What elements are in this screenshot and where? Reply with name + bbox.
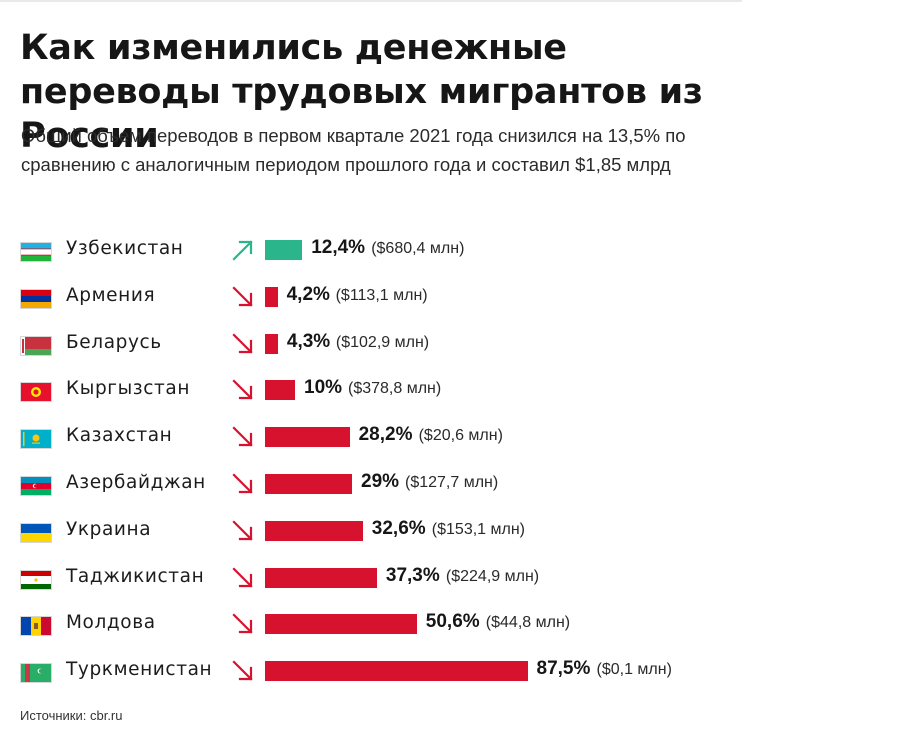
change-label: 4,2%: [286, 283, 330, 305]
amount-label: ($153,1 млн): [431, 520, 526, 538]
amount-label: ($224,9 млн): [445, 567, 540, 585]
bar: [265, 427, 350, 448]
bar: [265, 240, 303, 260]
country-label: Таджикистан: [66, 565, 205, 587]
chart-row: Кыргызстан 10% ($378,8 млн): [0, 366, 923, 412]
amount-label: ($44,8 млн): [485, 614, 571, 632]
arrow-down-right-icon: [230, 424, 256, 450]
chart-row: Азербайджан 29% ($127,7 млн): [0, 460, 923, 506]
belarus-flag-icon: [20, 335, 52, 356]
ukraine-flag-icon: [20, 522, 52, 543]
country-label: Азербайджан: [66, 472, 206, 493]
chart-row: Молдова 50,6% ($44,8 млн): [0, 600, 923, 646]
bar: [265, 380, 295, 401]
bar: [265, 520, 363, 541]
azerbaijan-flag-icon: [20, 476, 52, 496]
country-label: Украина: [66, 518, 152, 540]
moldova-flag-icon: [20, 616, 52, 637]
bar: [265, 661, 528, 682]
bar-chart: Узбекистан 12,4% ($680,4 млн) Армения 4,2% ($…: [0, 226, 923, 706]
change-label: 50,6%: [425, 611, 480, 633]
arrow-up-right-icon: [230, 237, 256, 263]
bar: [265, 614, 417, 635]
chart-row: Узбекистан 12,4% ($680,4 млн): [0, 226, 923, 272]
amount-label: ($20,6 млн): [418, 427, 503, 445]
change-label: 29%: [361, 471, 400, 492]
arrow-down-right-icon: [230, 611, 256, 637]
armenia-flag-icon: [20, 288, 52, 309]
country-label: Туркменистан: [66, 659, 213, 681]
tajikistan-flag-icon: [20, 569, 52, 590]
change-label: 4,3%: [286, 330, 331, 352]
arrow-down-right-icon: [230, 331, 256, 357]
country-label: Молдова: [66, 612, 156, 634]
chart-row: Казахстан 28,2% ($20,6 млн): [0, 413, 923, 459]
bar: [265, 286, 278, 307]
arrow-down-right-icon: [230, 284, 256, 310]
change-label: 28,2%: [358, 424, 413, 446]
country-label: Кыргызстан: [66, 378, 191, 400]
arrow-down-right-icon: [230, 565, 256, 591]
bar: [265, 474, 352, 494]
chart-title: Как изменились денежные переводы трудовы…: [20, 28, 703, 156]
chart-row: Украина 32,6% ($153,1 млн): [0, 507, 923, 553]
bar: [265, 333, 278, 354]
source-note: Источники: cbr.ru: [20, 708, 123, 723]
arrow-down-right-icon: [230, 377, 256, 403]
top-divider: [0, 0, 742, 2]
chart-row: Таджикистан 37,3% ($224,9 млн): [0, 554, 923, 600]
change-label: 37,3%: [385, 564, 440, 586]
uzbekistan-flag-icon: [20, 242, 52, 262]
arrow-down-right-icon: [230, 471, 256, 497]
change-label: 32,6%: [371, 517, 426, 539]
arrow-down-right-icon: [230, 658, 256, 684]
arrow-down-right-icon: [230, 518, 256, 544]
kyrgyzstan-flag-icon: [20, 382, 52, 403]
change-label: 12,4%: [311, 237, 366, 258]
turkmenistan-flag-icon: [20, 663, 52, 684]
chart-row: Беларусь 4,3% ($102,9 млн): [0, 320, 923, 366]
change-label: 10%: [304, 377, 343, 399]
chart-row: Туркменистан 87,5% ($0,1 млн): [0, 647, 923, 693]
amount-label: ($378,8 млн): [348, 380, 442, 398]
change-label: 87,5%: [536, 658, 591, 680]
chart-row: Армения 4,2% ($113,1 млн): [0, 273, 923, 319]
chart-subtitle: Общий объем переводов в первом квартале …: [21, 125, 686, 175]
kazakhstan-flag-icon: [20, 429, 52, 450]
country-label: Армения: [66, 284, 156, 306]
bar: [265, 567, 377, 588]
country-label: Узбекистан: [66, 238, 184, 259]
amount-label: ($0,1 млн): [596, 661, 672, 679]
amount-label: ($127,7 млн): [405, 474, 499, 491]
country-label: Беларусь: [66, 331, 162, 353]
amount-label: ($113,1 млн): [335, 286, 428, 304]
country-label: Казахстан: [66, 425, 173, 447]
amount-label: ($680,4 млн): [371, 240, 465, 257]
amount-label: ($102,9 млн): [335, 333, 430, 351]
